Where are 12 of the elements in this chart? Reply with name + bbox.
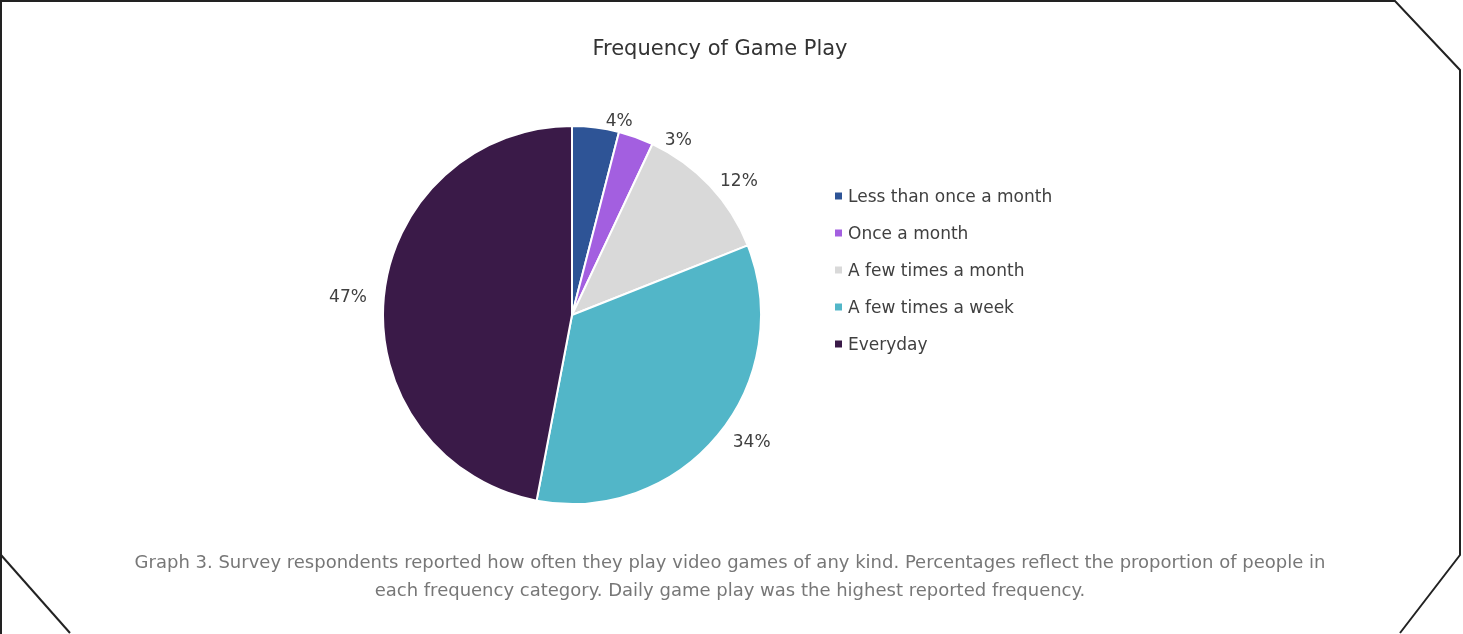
data-label: 12%	[720, 170, 758, 191]
legend-label: A few times a week	[848, 297, 1015, 317]
chart-title: Frequency of Game Play	[592, 35, 848, 60]
data-label: 34%	[732, 430, 771, 451]
legend-label: Once a month	[848, 223, 969, 243]
legend-label: A few times a month	[848, 260, 1025, 280]
legend-label: Everyday	[848, 334, 928, 354]
caption: Graph 3. Survey respondents reported how often they play video games of any kind. Percentages reflect the proportion of people in each frequency category. Daily game play was the highest reported frequency.	[133, 550, 1327, 602]
data-label: 3%	[664, 128, 692, 149]
data-label: 47%	[329, 286, 367, 307]
legend-label: Less than once a month	[848, 186, 1053, 206]
data-label: 4%	[605, 109, 633, 130]
